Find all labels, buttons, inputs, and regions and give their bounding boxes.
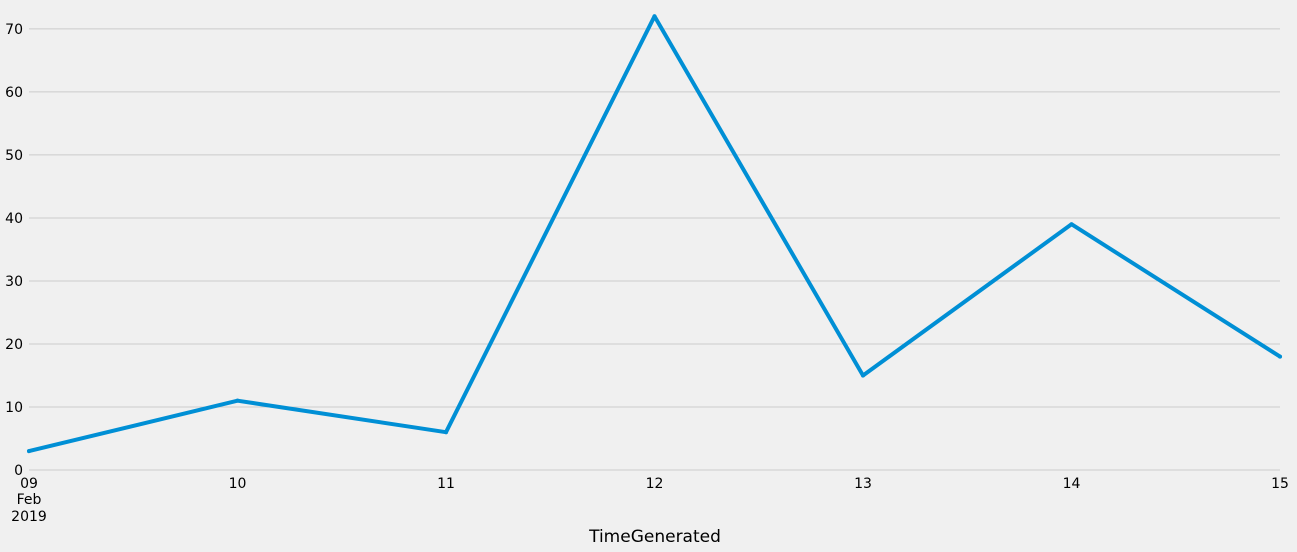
y-tick-label: 70 <box>5 22 23 38</box>
x-tick-label: 13 <box>854 476 872 492</box>
y-tick-label: 40 <box>5 211 23 227</box>
x-tick-label: 11 <box>437 476 455 492</box>
x-tick-sublabel: 2019 <box>11 509 47 525</box>
x-tick-sublabel: Feb <box>17 492 42 508</box>
series-group <box>27 14 1282 454</box>
x-tick-label: 15 <box>1271 476 1289 492</box>
y-axis-tick-labels: 0 10 20 30 40 50 60 70 <box>5 22 23 479</box>
series-line <box>27 14 1282 454</box>
grid-lines <box>29 28 1280 471</box>
data-point <box>444 430 448 435</box>
data-point <box>27 449 31 454</box>
x-tick-label: 10 <box>229 476 247 492</box>
y-tick-label: 20 <box>5 337 23 353</box>
data-point <box>235 398 240 403</box>
y-tick-label: 50 <box>5 148 23 164</box>
x-tick-label: 09 <box>20 476 38 492</box>
x-tick-label: 14 <box>1063 476 1081 492</box>
x-tick-label: 12 <box>646 476 664 492</box>
data-point <box>1069 222 1074 227</box>
y-tick-label: 0 <box>14 463 23 479</box>
y-tick-label: 30 <box>5 274 23 290</box>
x-axis-title: TimeGenerated <box>588 527 721 547</box>
data-point <box>861 373 865 378</box>
data-point <box>1278 354 1282 359</box>
data-point <box>652 14 657 19</box>
y-tick-label: 10 <box>5 400 23 416</box>
y-tick-label: 60 <box>5 85 23 101</box>
